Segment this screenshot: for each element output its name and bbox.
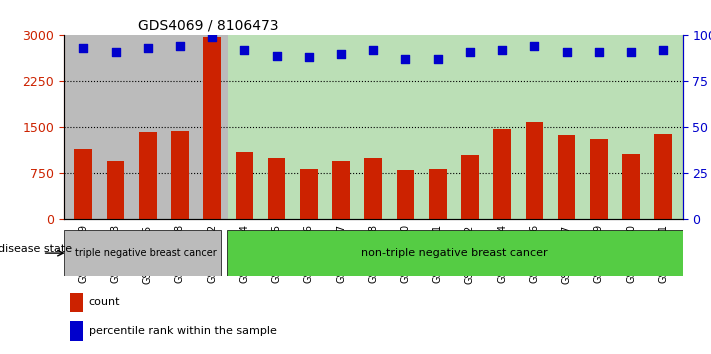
Bar: [235, 152, 253, 219]
Bar: [429, 169, 447, 219]
Bar: [139, 132, 156, 219]
Bar: [654, 134, 672, 219]
Bar: [461, 155, 479, 219]
Bar: [75, 149, 92, 219]
Bar: [590, 139, 608, 219]
Point: [109, 49, 121, 55]
Point: [561, 49, 572, 55]
Bar: [525, 122, 543, 219]
Point: [368, 47, 379, 53]
Bar: [75, 149, 92, 219]
FancyBboxPatch shape: [227, 230, 683, 276]
Point: [658, 47, 669, 53]
Text: GDS4069 / 8106473: GDS4069 / 8106473: [138, 19, 279, 33]
Point: [496, 47, 508, 53]
Text: percentile rank within the sample: percentile rank within the sample: [89, 326, 277, 336]
Bar: [557, 135, 575, 219]
Bar: [429, 169, 447, 219]
Point: [400, 57, 411, 62]
Bar: [139, 132, 156, 219]
Bar: [493, 129, 511, 219]
Bar: [300, 169, 318, 219]
Point: [336, 51, 347, 57]
Bar: [622, 154, 640, 219]
Bar: [397, 170, 415, 219]
Bar: [64, 35, 228, 219]
Bar: [622, 154, 640, 219]
Bar: [107, 161, 124, 219]
Bar: [590, 139, 608, 219]
Bar: [300, 169, 318, 219]
Point: [77, 45, 89, 51]
Bar: [171, 131, 189, 219]
Text: count: count: [89, 297, 120, 307]
Point: [142, 45, 154, 51]
Point: [303, 55, 314, 60]
Point: [206, 34, 218, 40]
Bar: [557, 135, 575, 219]
Bar: [268, 158, 286, 219]
Bar: [70, 293, 82, 312]
Text: disease state: disease state: [0, 244, 73, 253]
FancyBboxPatch shape: [64, 230, 220, 276]
Bar: [171, 131, 189, 219]
Bar: [268, 158, 286, 219]
Bar: [493, 129, 511, 219]
Bar: [235, 152, 253, 219]
Bar: [203, 36, 221, 219]
Bar: [228, 35, 683, 219]
Bar: [365, 158, 382, 219]
Point: [529, 44, 540, 49]
Bar: [654, 134, 672, 219]
Point: [432, 57, 444, 62]
Text: non-triple negative breast cancer: non-triple negative breast cancer: [361, 248, 548, 258]
Point: [593, 49, 604, 55]
Point: [626, 49, 637, 55]
Bar: [365, 158, 382, 219]
Point: [271, 53, 282, 58]
Bar: [203, 36, 221, 219]
Bar: [332, 161, 350, 219]
Point: [239, 47, 250, 53]
Text: triple negative breast cancer: triple negative breast cancer: [75, 248, 216, 258]
Point: [464, 49, 476, 55]
Point: [174, 44, 186, 49]
Bar: [332, 161, 350, 219]
Bar: [525, 122, 543, 219]
Bar: [461, 155, 479, 219]
Bar: [107, 161, 124, 219]
Bar: [397, 170, 415, 219]
Bar: [70, 321, 82, 341]
